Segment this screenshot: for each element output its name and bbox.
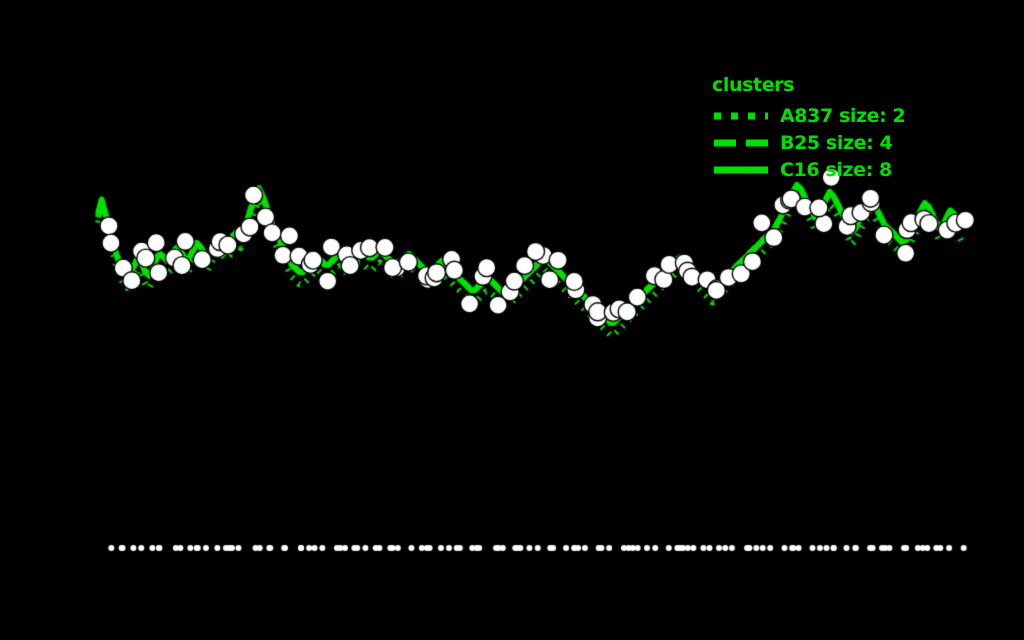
- legend-swatch-solid-icon: [710, 159, 772, 181]
- legend-label-b25: B25 size: 4: [780, 131, 893, 154]
- legend: clusters A837 size: 2 B25 size: 4: [710, 74, 950, 183]
- legend-swatch-dotted-icon: [710, 105, 772, 127]
- legend-item-a837[interactable]: A837 size: 2: [710, 102, 950, 129]
- legend-swatch-dashed-icon: [710, 132, 772, 154]
- legend-label-c16: C16 size: 8: [780, 158, 892, 181]
- legend-item-c16[interactable]: C16 size: 8: [710, 156, 950, 183]
- legend-label-a837: A837 size: 2: [780, 104, 906, 127]
- legend-title: clusters: [712, 74, 795, 96]
- legend-item-b25[interactable]: B25 size: 4: [710, 129, 950, 156]
